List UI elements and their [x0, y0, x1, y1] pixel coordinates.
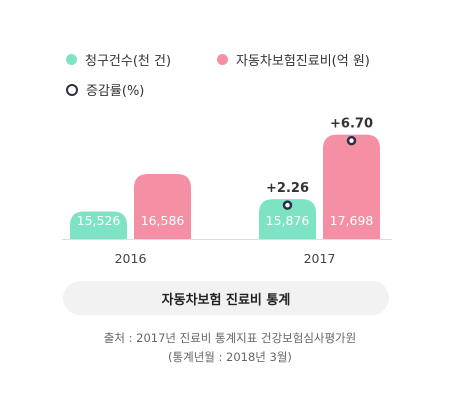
source-line-1: 출처 : 2017년 진료비 통계지표 건강보험심사평가원 — [103, 331, 357, 345]
bar-chart: 15,526 16,586 2016 15,876 17,698 2017 +2.26 +6.… — [62, 117, 392, 266]
bar-claims-2017 — [259, 199, 316, 239]
legend-claims: 청구건수(천 건) — [66, 50, 171, 69]
x-tick-2017: 2017 — [304, 251, 336, 266]
value-label-claims-2017: 15,876 — [266, 213, 310, 228]
x-tick-2016: 2016 — [115, 251, 147, 266]
rate-label-claims: +2.26 — [266, 181, 309, 196]
rate-marker-claims — [282, 200, 293, 210]
legend-rate: 증감률(%) — [66, 80, 144, 99]
value-label-cost-2016: 16,586 — [141, 213, 185, 228]
rate-marker-cost — [346, 135, 357, 146]
legend-rate-label: 증감률(%) — [86, 84, 145, 99]
legend-claims-label: 청구건수(천 건) — [85, 54, 172, 69]
rate-label-cost: +6.70 — [330, 117, 373, 132]
bar-claims-2016 — [70, 211, 127, 239]
legend-rate-marker — [66, 83, 78, 96]
value-label-cost-2017: 17,698 — [330, 213, 374, 228]
legend-cost-label: 자동차보험진료비(억 원) — [236, 54, 370, 69]
bar-cost-2017 — [323, 134, 380, 239]
chart-caption: 자동차보험 진료비 통계 — [63, 281, 389, 315]
legend-cost-swatch — [217, 54, 228, 65]
source-line-2: (통계년월 : 2018년 3월) — [168, 350, 292, 364]
bar-cost-2016 — [134, 174, 191, 239]
legend-claims-swatch — [66, 54, 77, 65]
legend-cost: 자동차보험진료비(억 원) — [217, 50, 370, 69]
value-label-claims-2016: 15,526 — [77, 213, 121, 228]
